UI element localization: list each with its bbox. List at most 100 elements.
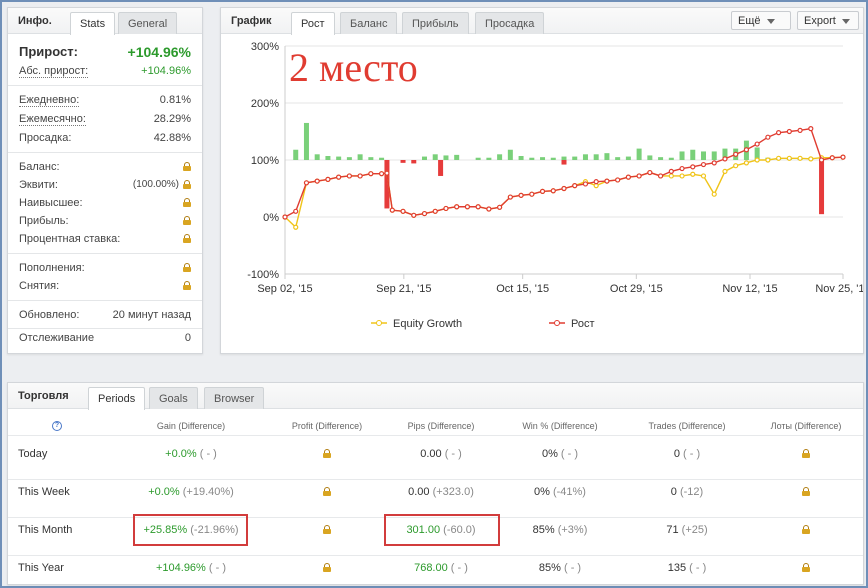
tab-profit[interactable]: Прибыль	[402, 12, 469, 34]
growth-point	[711, 160, 717, 166]
lock-icon	[262, 562, 392, 574]
tab-growth[interactable]: Рост	[291, 12, 335, 35]
growth-point	[561, 185, 567, 192]
lock-icon	[183, 161, 191, 173]
divider	[8, 435, 863, 436]
divider	[8, 479, 863, 480]
trading-panel: Торговля Periods Goals Browser ? Gain (D…	[7, 382, 864, 585]
period-label: Today	[18, 448, 48, 460]
tab-drawdown[interactable]: Просадка	[475, 12, 545, 34]
growth-point	[733, 151, 739, 157]
growth-chart: 300% 200% 100% 0% -100% Sep 02, '15 Sep 21, '1…	[247, 41, 863, 330]
tab-stats[interactable]: Stats	[70, 12, 116, 35]
balance-label: Баланс:	[19, 161, 60, 173]
profit-bar	[722, 148, 728, 160]
pips-diff: ( - )	[450, 562, 468, 574]
growth-point	[818, 157, 825, 163]
export-dropdown[interactable]: Export	[797, 11, 859, 30]
equity-growth-point	[754, 157, 760, 163]
profit-bar	[518, 156, 524, 160]
trading-title: Торговля	[18, 390, 69, 402]
y-tick-label: 300%	[251, 41, 279, 53]
profit-bar	[454, 154, 460, 160]
trades-cell: 135 ( - )	[622, 562, 752, 574]
growth-point	[400, 208, 406, 214]
legend-marker	[376, 320, 382, 326]
profit-bar	[668, 157, 674, 160]
tab-balance[interactable]: Баланс	[340, 12, 398, 34]
lock-icon	[183, 179, 191, 191]
growth-point	[829, 155, 835, 161]
more-dropdown[interactable]: Ещё	[731, 11, 791, 30]
updated-value: 20 минут назад	[112, 309, 191, 321]
legend-label: Рост	[571, 318, 595, 330]
loss-bar	[819, 160, 825, 215]
header-pips[interactable]: Pips (Difference)	[407, 421, 475, 431]
growth-point	[539, 188, 546, 194]
equity-growth-point	[743, 160, 750, 166]
lock-icon	[183, 215, 191, 227]
interest-label: Процентная ставка:	[19, 233, 121, 245]
tab-periods[interactable]: Periods	[88, 387, 146, 410]
growth-point	[668, 168, 674, 174]
growth-point	[336, 174, 342, 180]
header-lots[interactable]: Лоты (Difference)	[770, 421, 842, 431]
chevron-down-icon	[766, 18, 775, 24]
profit-bar	[572, 156, 578, 160]
lock-icon	[741, 486, 868, 498]
loss-bar	[561, 160, 567, 165]
growth-point	[518, 192, 524, 198]
profit-bar	[647, 155, 653, 160]
profit-bar	[711, 151, 717, 160]
win-diff: ( - )	[560, 448, 579, 460]
gain-value: +104.96%	[155, 562, 206, 574]
equity-growth-point	[776, 155, 782, 161]
gain-cell: +0.0% (+19.40%)	[126, 486, 256, 498]
highlight-box	[133, 514, 248, 546]
monthly-value: 28.29%	[153, 113, 191, 125]
header-profit[interactable]: Profit (Difference)	[291, 421, 363, 431]
profit-bar	[475, 157, 481, 160]
tab-browser[interactable]: Browser	[204, 387, 265, 409]
daily-label[interactable]: Ежедневно:	[19, 94, 80, 107]
chart-panel-header: График Рост Баланс Прибыль Просадка Ещё …	[221, 8, 863, 35]
monthly-label[interactable]: Ежемесячно:	[19, 113, 86, 126]
period-label: This Week	[18, 486, 70, 498]
legend-marker	[554, 320, 560, 326]
growth-point	[529, 191, 535, 197]
profit-bar	[754, 147, 760, 160]
trades-cell: 71 (+25)	[622, 524, 752, 536]
equity-growth-point	[668, 173, 674, 179]
period-label: This Year	[18, 562, 64, 574]
profit-bar	[561, 156, 567, 160]
growth-point	[743, 147, 750, 153]
tracking-value: 0	[184, 332, 191, 344]
profit-bar	[540, 157, 546, 160]
growth-point	[765, 134, 771, 140]
header-win[interactable]: Win % (Difference)	[522, 421, 598, 431]
win-diff: (+3%)	[557, 524, 588, 536]
growth-label: Прирост:	[19, 44, 78, 59]
abs-growth-label[interactable]: Абс. прирост:	[19, 65, 89, 78]
trades-diff: ( - )	[689, 562, 707, 574]
tab-general[interactable]: General	[118, 12, 178, 34]
profit-bar	[658, 157, 664, 160]
profit-bar	[357, 154, 363, 160]
info-panel-header: Инфо. Stats General	[8, 8, 202, 35]
pips-diff: (-60.0)	[443, 524, 476, 536]
win-value: 0%	[534, 486, 550, 498]
growth-point	[421, 210, 428, 217]
pips-cell: 301.00 (-60.0)	[376, 524, 506, 536]
pips-cell: 768.00 ( - )	[376, 562, 506, 574]
growth-point	[443, 205, 449, 212]
gain-value: +0.0%	[148, 486, 180, 498]
lock-icon	[741, 524, 868, 536]
daily-value: 0.81%	[159, 94, 191, 106]
profit-bar	[593, 154, 599, 160]
equity-growth-point	[293, 224, 299, 230]
trades-diff: ( - )	[683, 448, 701, 460]
tab-goals[interactable]: Goals	[149, 387, 198, 409]
header-trades[interactable]: Trades (Difference)	[648, 421, 726, 431]
help-icon[interactable]: ?	[52, 421, 62, 431]
header-gain[interactable]: Gain (Difference)	[156, 421, 226, 431]
